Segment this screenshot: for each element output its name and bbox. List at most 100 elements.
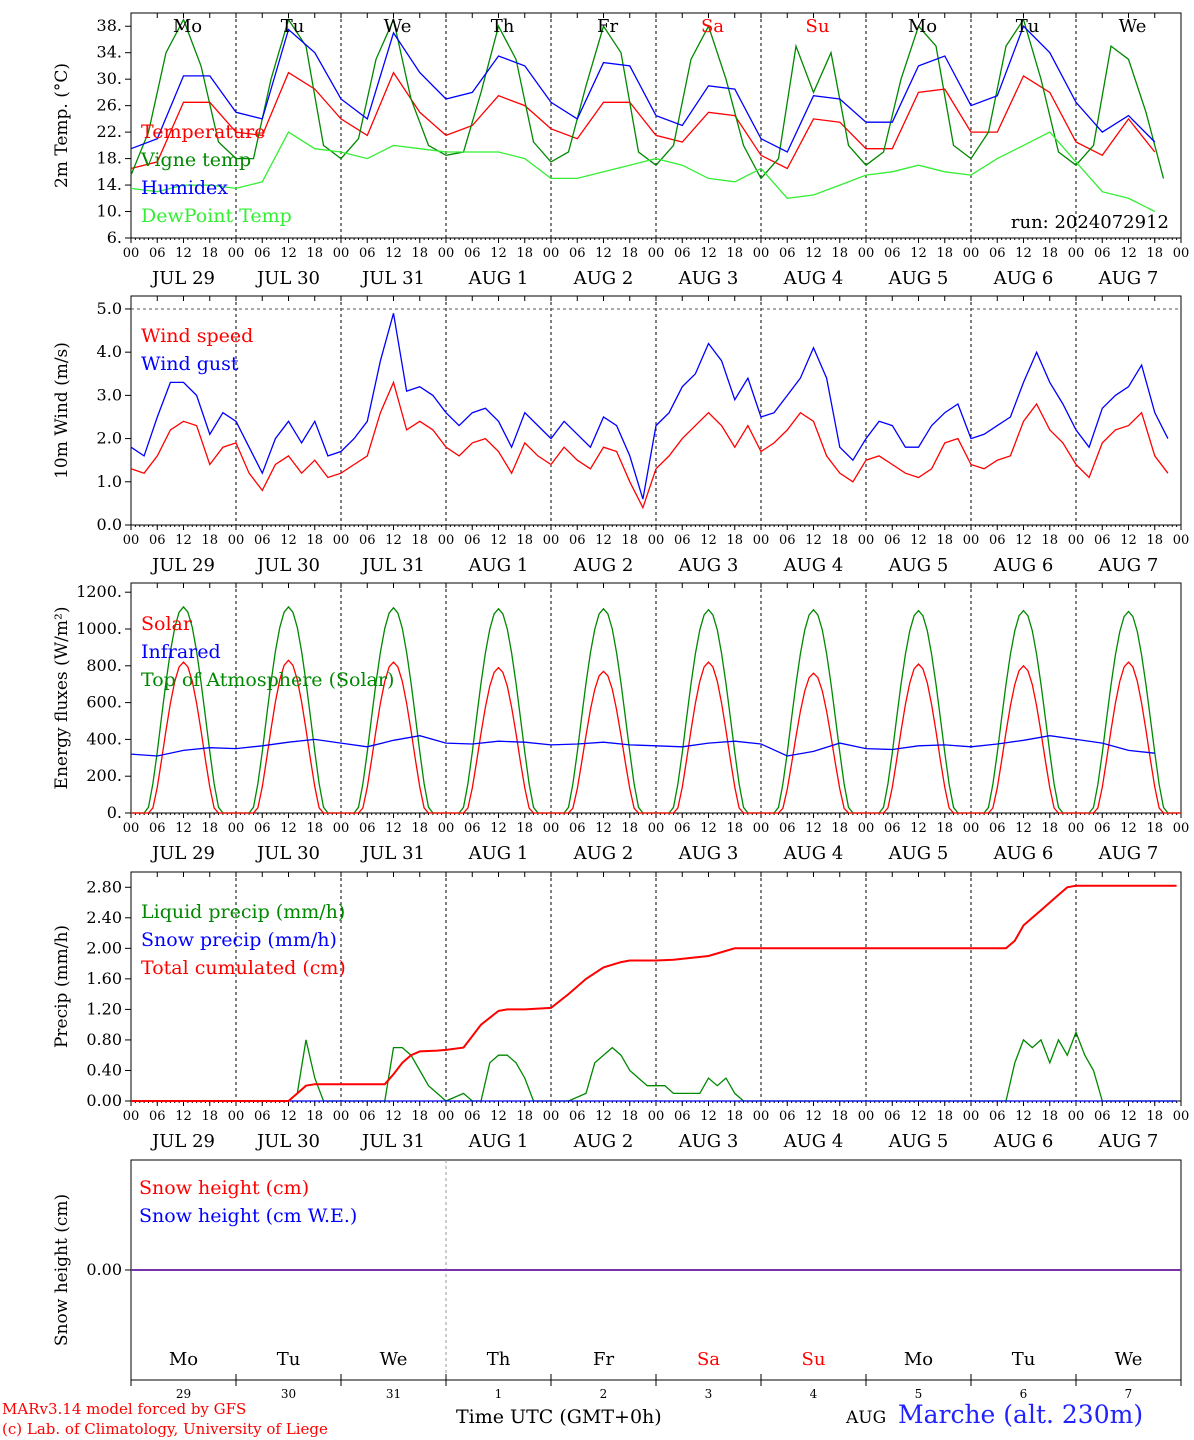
temp-hour-label: 06 [1094,246,1111,261]
wind-hour-label: 12 [1015,533,1032,548]
energy-hour-label: 00 [123,821,140,836]
temp-day-label: AUG 4 [783,268,844,289]
energy-day-label: AUG 1 [468,843,529,864]
wind-day-label: AUG 6 [993,555,1054,576]
temp-legend-item: Temperature [141,121,265,143]
energy-day-label: AUG 6 [993,843,1054,864]
temp-ytick-label: 14. [97,175,122,194]
bottom-day-number: 4 [810,1387,818,1401]
wind-hour-label: 18 [411,533,428,548]
energy-hour-label: 06 [254,821,271,836]
precip-hour-label: 00 [858,1109,875,1124]
snow-weekday-label: Mo [904,1349,933,1370]
precip-ytick-label: 1.20 [86,999,122,1018]
temp-hour-label: 12 [700,246,717,261]
temp-ytick-label: 22. [97,122,122,141]
energy-hour-label: 18 [516,821,533,836]
temp-weekday-label: Su [806,16,830,37]
wind-hour-label: 06 [464,533,481,548]
temp-series-line [130,131,1156,213]
snow-legend-item: Snow height (cm W.E.) [139,1205,357,1227]
energy-hour-label: 12 [1015,821,1032,836]
energy-day-label: AUG 3 [678,843,739,864]
precip-legend-item: Snow precip (mm/h) [141,929,337,951]
temp-day-label: AUG 3 [678,268,739,289]
energy-day-label: JUL 30 [255,843,320,864]
temp-hour-label: 18 [411,246,428,261]
wind-hour-label: 18 [1041,533,1058,548]
temp-hour-label: 06 [464,246,481,261]
snow-weekday-label: Su [802,1349,826,1370]
energy-hour-label: 00 [228,821,245,836]
energy-hour-label: 12 [805,821,822,836]
energy-hour-label: 12 [280,821,297,836]
energy-day-label: AUG 2 [573,843,634,864]
snow-weekday-label: Mo [169,1349,198,1370]
precip-hour-label: 06 [779,1109,796,1124]
wind-hour-label: 12 [910,533,927,548]
temp-hour-label: 00 [438,246,455,261]
time-axis-label: Time UTC (GMT+0h) [456,1406,662,1428]
precip-hour-label: 18 [1041,1109,1058,1124]
energy-hour-label: 12 [1120,821,1137,836]
precip-hour-label: 00 [1173,1109,1190,1124]
temp-hour-label: 06 [779,246,796,261]
temp-hour-label: 12 [1015,246,1032,261]
energy-day-label: JUL 31 [360,843,425,864]
temp-ylabel: 2m Temp. (°C) [52,63,72,188]
wind-hour-label: 00 [648,533,665,548]
temp-day-label: JUL 31 [360,268,425,289]
precip-day-label: JUL 30 [255,1131,320,1152]
bottom-day-number: 6 [1020,1387,1028,1401]
wind-hour-label: 12 [1120,533,1137,548]
wind-hour-label: 12 [700,533,717,548]
energy-day-label: JUL 29 [150,843,215,864]
precip-ytick-label: 1.60 [86,969,122,988]
precip-hour-label: 12 [175,1109,192,1124]
precip-ylabel: Precip (mm/h) [52,925,72,1048]
precip-hour-label: 18 [726,1109,743,1124]
energy-hour-label: 00 [648,821,665,836]
temp-hour-label: 00 [333,246,350,261]
wind-hour-label: 00 [228,533,245,548]
precip-hour-label: 06 [149,1109,166,1124]
bottom-day-number: 5 [915,1387,923,1401]
precip-hour-label: 12 [1015,1109,1032,1124]
temp-hour-label: 00 [648,246,665,261]
temp-day-label: AUG 6 [993,268,1054,289]
temp-ytick-label: 30. [97,69,122,88]
precip-hour-label: 06 [884,1109,901,1124]
wind-hour-label: 06 [569,533,586,548]
wind-hour-label: 06 [1094,533,1111,548]
temp-ytick-label: 38. [97,16,122,35]
temp-hour-label: 00 [1068,246,1085,261]
precip-hour-label: 00 [543,1109,560,1124]
precip-hour-label: 00 [228,1109,245,1124]
energy-hour-label: 00 [963,821,980,836]
temp-day-label: AUG 1 [468,268,529,289]
precip-ytick-label: 2.40 [86,908,122,927]
energy-legend-item: Top of Atmosphere (Solar) [141,669,394,691]
energy-hour-label: 12 [490,821,507,836]
wind-day-label: JUL 29 [150,555,215,576]
precip-day-label: JUL 31 [360,1131,425,1152]
wind-legend-item: Wind gust [141,353,239,375]
energy-hour-label: 00 [438,821,455,836]
energy-ytick-label: 1200. [76,582,122,601]
precip-hour-label: 06 [674,1109,691,1124]
wind-hour-label: 18 [1146,533,1163,548]
wind-hour-label: 00 [858,533,875,548]
wind-hour-label: 00 [333,533,350,548]
temp-series-line [130,25,1156,153]
snow-ytick-label: 0.00 [86,1260,122,1279]
precip-hour-label: 12 [700,1109,717,1124]
energy-hour-label: 06 [989,821,1006,836]
precip-day-label: AUG 3 [678,1131,739,1152]
energy-day-label: AUG 4 [783,843,844,864]
temp-series-line [130,71,1156,170]
wind-ytick-label: 0.0 [97,515,122,534]
energy-ytick-label: 400. [86,729,122,748]
temp-ytick-label: 10. [97,202,122,221]
temp-hour-label: 06 [989,246,1006,261]
